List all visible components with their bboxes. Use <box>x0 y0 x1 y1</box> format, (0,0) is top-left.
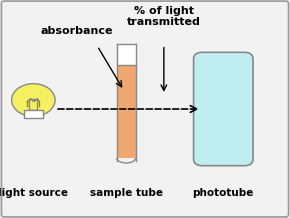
Text: sample tube: sample tube <box>90 188 163 198</box>
Text: light source: light source <box>0 188 68 198</box>
FancyBboxPatch shape <box>29 99 37 110</box>
Circle shape <box>12 84 55 116</box>
Text: phototube: phototube <box>193 188 254 198</box>
FancyBboxPatch shape <box>117 62 135 158</box>
Text: absorbance: absorbance <box>41 26 113 36</box>
FancyBboxPatch shape <box>24 110 43 118</box>
FancyBboxPatch shape <box>117 44 135 65</box>
FancyBboxPatch shape <box>194 52 253 166</box>
Text: % of light
transmitted: % of light transmitted <box>127 6 201 27</box>
